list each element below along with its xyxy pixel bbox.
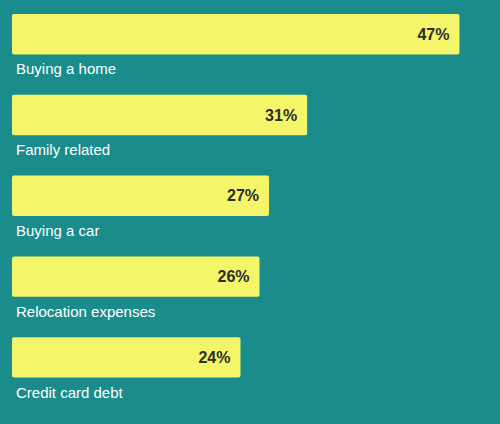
category-label: Credit card debt — [16, 384, 124, 401]
data-label: 31% — [265, 107, 297, 124]
category-label: Buying a home — [16, 60, 116, 77]
bar — [12, 256, 260, 296]
data-label: 24% — [198, 349, 230, 366]
category-label: Buying a car — [16, 222, 99, 239]
data-label: 47% — [417, 26, 449, 43]
data-label: 27% — [227, 187, 259, 204]
data-label: 26% — [217, 268, 249, 285]
bar — [12, 337, 240, 377]
bar — [12, 176, 269, 216]
chart-svg: 47% Buying a home 31% Family related 27% Buyi… — [0, 0, 500, 424]
chart-container: 47% Buying a home 31% Family related 27% Buyi… — [0, 0, 500, 424]
category-label: Relocation expenses — [16, 303, 155, 320]
background — [0, 0, 500, 424]
category-label: Family related — [16, 141, 110, 158]
bars — [12, 14, 459, 378]
bar — [12, 14, 459, 54]
bar — [12, 95, 307, 135]
labels: 47% Buying a home 31% Family related 27% Buyi… — [16, 26, 449, 401]
